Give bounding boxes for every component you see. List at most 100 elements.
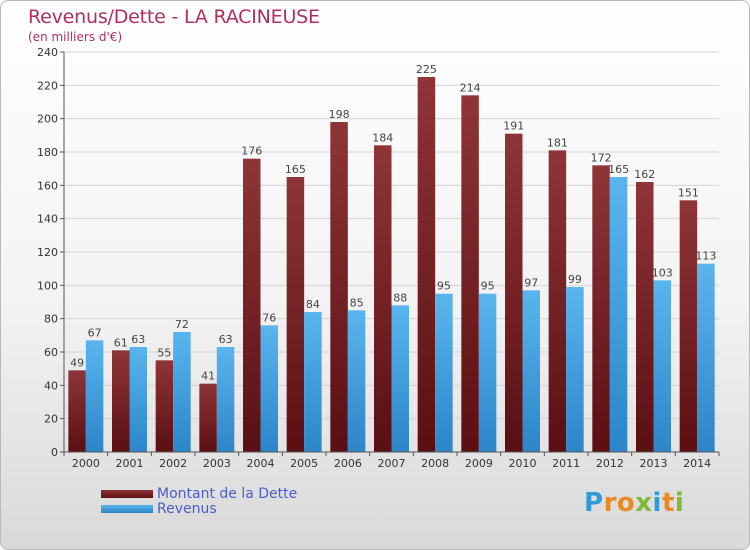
data-label: 151 [678, 186, 699, 199]
y-tick-label: 200 [37, 113, 58, 126]
dette-bar [679, 200, 698, 452]
y-tick-label: 240 [37, 46, 58, 59]
dette-bar [155, 360, 174, 452]
data-label: 63 [219, 333, 233, 346]
revenus-bar [391, 305, 409, 452]
y-tick-label: 20 [44, 413, 58, 426]
data-label: 198 [329, 108, 350, 121]
revenus-bar [653, 280, 671, 452]
revenus-bar [216, 347, 235, 452]
data-label: 103 [652, 266, 673, 279]
revenus-bar [304, 312, 322, 452]
data-label: 95 [481, 280, 495, 293]
data-label: 225 [416, 63, 437, 76]
data-label: 41 [201, 370, 215, 383]
legend: Montant de la Dette Revenus [101, 485, 298, 517]
data-label: 99 [568, 273, 582, 286]
x-tick-label: 2007 [378, 457, 406, 470]
data-label: 113 [695, 250, 716, 263]
x-tick-label: 2000 [72, 457, 100, 470]
data-label: 165 [608, 163, 629, 176]
x-tick-label: 2004 [247, 457, 275, 470]
dette-bar [243, 158, 261, 452]
x-tick-label: 2013 [640, 457, 668, 470]
dette-bar [199, 383, 217, 452]
data-label: 76 [262, 311, 276, 324]
y-tick-label: 180 [37, 146, 58, 159]
revenus-bar [566, 287, 584, 452]
dette-bar [505, 133, 523, 452]
data-label: 184 [372, 131, 393, 144]
dette-bar [112, 350, 130, 452]
legend-label-dette: Montant de la Dette [157, 485, 298, 502]
data-label: 181 [547, 136, 568, 149]
dette-bar [636, 182, 654, 452]
y-tick-label: 0 [51, 446, 58, 459]
data-label: 49 [70, 356, 84, 369]
dette-bar [592, 165, 610, 453]
data-label: 84 [306, 298, 320, 311]
data-label: 72 [175, 318, 189, 331]
x-tick-label: 2014 [683, 457, 711, 470]
y-tick-label: 120 [37, 246, 58, 259]
legend-item-dette: Montant de la Dette [101, 485, 298, 502]
y-tick-label: 60 [44, 346, 58, 359]
data-label: 63 [131, 333, 145, 346]
dette-bar [548, 150, 567, 453]
dette-swatch [101, 489, 153, 498]
data-label: 214 [460, 81, 481, 94]
revenus-bar [85, 340, 104, 452]
y-tick-label: 40 [44, 379, 58, 392]
dette-bar [461, 95, 479, 452]
revenus-bar [697, 263, 715, 452]
y-tick-label: 80 [44, 313, 58, 326]
dette-bar [286, 177, 305, 452]
data-label: 61 [114, 336, 128, 349]
x-tick-label: 2011 [552, 457, 580, 470]
dette-bar [330, 122, 348, 452]
data-label: 95 [437, 280, 451, 293]
y-tick-label: 140 [37, 213, 58, 226]
y-tick-label: 160 [37, 179, 58, 192]
legend-item-revenus: Revenus [101, 500, 297, 517]
chart-title: Revenus/Dette - LA RACINEUSE [28, 6, 320, 28]
data-label: 55 [157, 346, 171, 359]
x-tick-label: 2010 [509, 457, 537, 470]
revenus-bar [522, 290, 540, 452]
proxiti-logo: Proxiti [584, 488, 685, 518]
x-tick-label: 2009 [465, 457, 493, 470]
revenus-bar [478, 293, 497, 452]
data-label: 172 [591, 151, 612, 164]
x-tick-label: 2008 [421, 457, 449, 470]
data-label: 165 [285, 163, 306, 176]
x-tick-label: 2003 [203, 457, 231, 470]
y-tick-label: 100 [37, 279, 58, 292]
dette-bar [68, 370, 86, 452]
x-tick-label: 2006 [334, 457, 362, 470]
revenus-bar [129, 347, 147, 452]
data-label: 88 [393, 291, 407, 304]
dette-bar [417, 77, 436, 452]
data-label: 85 [350, 296, 364, 309]
revenus-bar [347, 310, 366, 452]
revenus-bar [435, 293, 453, 452]
revenus-bar [609, 177, 628, 452]
data-label: 176 [241, 145, 262, 158]
data-label: 97 [524, 276, 538, 289]
data-label: 162 [634, 168, 655, 181]
data-label: 191 [503, 120, 524, 133]
y-tick-label: 220 [37, 79, 58, 92]
legend-label-revenus: Revenus [157, 500, 217, 517]
x-tick-label: 2012 [596, 457, 624, 470]
data-label: 67 [88, 326, 102, 339]
revenus-bar [260, 325, 278, 452]
x-tick-label: 2001 [116, 457, 144, 470]
chart-subtitle: (en milliers d'€) [28, 30, 123, 44]
dette-bar [374, 145, 392, 453]
x-tick-label: 2002 [159, 457, 187, 470]
x-tick-label: 2005 [290, 457, 318, 470]
revenus-bar [173, 332, 191, 452]
revenus-swatch [101, 504, 153, 513]
